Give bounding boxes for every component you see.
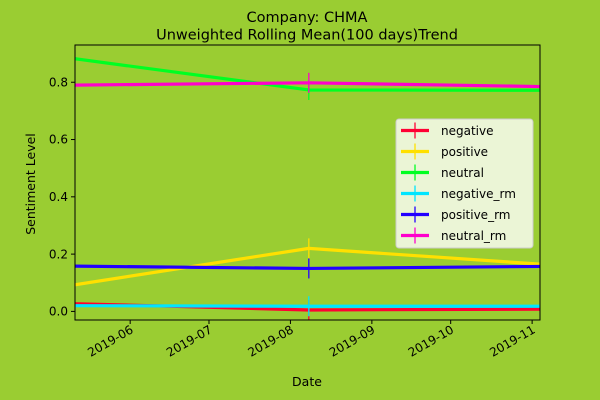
x-tick-label: 2019-09 bbox=[327, 322, 377, 359]
chart-title-line-2: Unweighted Rolling Mean(100 days)Trend bbox=[156, 28, 458, 44]
x-axis-label: Date bbox=[292, 374, 322, 389]
y-tick-label: 0.8 bbox=[49, 75, 68, 89]
y-tick-label: 0.4 bbox=[49, 190, 68, 204]
legend-box bbox=[395, 118, 534, 249]
x-axis: 2019-06 2019-07 2019-08 2019-09 2019-10 2019-… bbox=[85, 320, 538, 360]
y-tick-label: 0.6 bbox=[49, 133, 68, 147]
x-tick-label: 2019-11 bbox=[487, 322, 537, 359]
legend-label-positive_rm: positive_rm bbox=[441, 208, 510, 222]
chart-title-line-1: Company: CHMA bbox=[247, 10, 368, 26]
plot-frame bbox=[74, 44, 541, 321]
x-tick-label: 2019-07 bbox=[164, 322, 214, 359]
legend-label-negative: negative bbox=[441, 124, 493, 138]
legend-items: negative positive neutral negative_rmpositi… bbox=[401, 122, 516, 244]
y-axis: 0.0 0.2 0.4 0.6 0.8 bbox=[49, 75, 75, 319]
series-line-negative_rm bbox=[75, 304, 540, 308]
legend-label-neutral: neutral bbox=[441, 166, 484, 180]
legend: negative positive neutral negative_rmpositi… bbox=[395, 118, 534, 249]
y-tick-label: 0.0 bbox=[49, 305, 68, 319]
legend-label-positive: positive bbox=[441, 145, 488, 159]
x-tick-label: 2019-06 bbox=[85, 322, 135, 359]
x-tick-label: 2019-08 bbox=[246, 322, 296, 359]
y-axis-label: Sentiment Level bbox=[23, 133, 38, 235]
x-tick-label: 2019-10 bbox=[406, 322, 456, 359]
y-tick-label: 0.2 bbox=[49, 247, 68, 261]
legend-label-neutral_rm: neutral_rm bbox=[441, 229, 506, 243]
legend-label-negative_rm: negative_rm bbox=[441, 187, 516, 201]
series-layer bbox=[75, 57, 540, 320]
